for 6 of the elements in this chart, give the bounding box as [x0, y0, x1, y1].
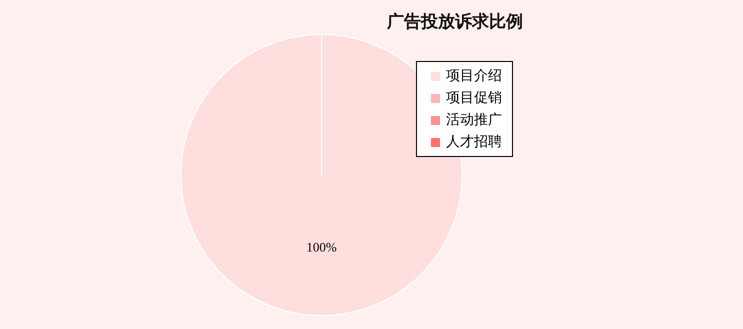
legend-label: 项目促销: [446, 89, 502, 107]
chart-title: 广告投放诉求比例: [386, 11, 524, 33]
legend-label: 活动推广: [446, 111, 502, 129]
legend-label: 人才招聘: [446, 133, 502, 151]
data-label: 100%: [306, 239, 337, 254]
legend-label: 项目介绍: [446, 67, 502, 85]
